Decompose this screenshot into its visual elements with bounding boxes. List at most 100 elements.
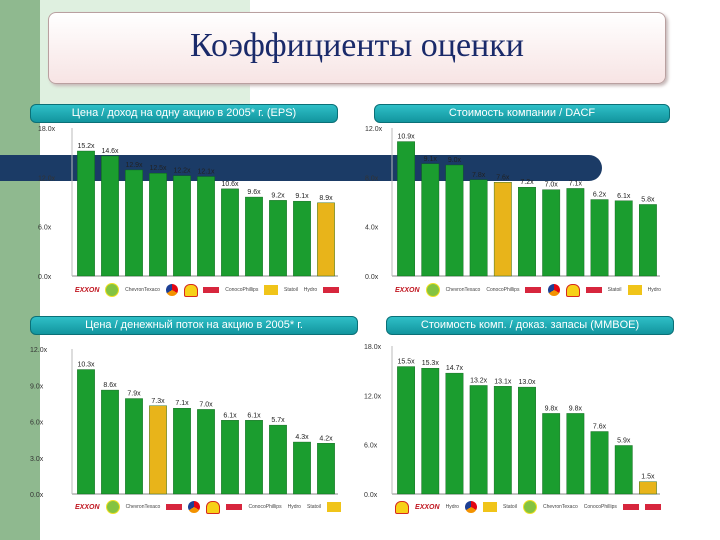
- bar-value-label: 1.5x: [641, 474, 655, 481]
- bar: [77, 150, 95, 277]
- bar-value-label: 7.1x: [569, 180, 583, 187]
- logo-eni: Eni: [264, 285, 279, 295]
- bar-value-label: 5.8x: [641, 196, 655, 203]
- left-decor-strip: [0, 0, 40, 540]
- logo-total: total: [188, 501, 201, 513]
- bar: [317, 202, 335, 277]
- bar: [639, 481, 657, 495]
- logo-repsol: Repsol: [226, 504, 243, 510]
- logo-bp: bp: [105, 283, 120, 297]
- bar: [101, 155, 119, 277]
- bar-value-label: 9.8x: [569, 405, 583, 412]
- bar-value-label: 6.1x: [617, 193, 631, 200]
- bar-value-label: 9.6x: [247, 189, 261, 196]
- logo-total: total: [464, 501, 477, 513]
- logo-hydro: Hydro: [445, 504, 459, 510]
- bar: [469, 385, 488, 495]
- bar-value-label: 5.9x: [617, 437, 631, 444]
- bar: [149, 405, 167, 495]
- logo-hydro: Hydro: [287, 504, 301, 510]
- bar: [149, 173, 167, 277]
- logo-eni: Eni: [483, 502, 497, 512]
- logo-bp: bp: [522, 500, 537, 514]
- bar-value-label: 12.9x: [125, 162, 143, 169]
- bar-value-label: 12.5x: [149, 165, 167, 172]
- logos-reserves: Shell EXXON Hydro total Eni Statoil bp ChevronT…: [392, 496, 664, 518]
- y-tick-label: 0.0x: [38, 274, 52, 281]
- logos-eps: EXXON bp ChevronTexaco total Shell Repsol Cono…: [72, 279, 342, 301]
- bar: [269, 424, 287, 495]
- bar: [566, 413, 585, 495]
- logo-bg: BG: [166, 504, 183, 510]
- bar-value-label: 8.9x: [319, 195, 333, 202]
- logo-shell: Shell: [565, 283, 580, 297]
- bar: [245, 196, 263, 277]
- bar-value-label: 7.8x: [472, 172, 486, 179]
- logo-shell: Shell: [395, 500, 410, 514]
- logo-bg: BG: [644, 504, 661, 510]
- bar: [125, 169, 143, 277]
- y-tick-label: 8.0x: [365, 175, 379, 182]
- chart-header-dacf: Стоимость компании / DACF: [374, 104, 670, 123]
- logo-shell: Shell: [206, 500, 221, 514]
- y-tick-label: 18.0x: [364, 344, 382, 351]
- bar: [421, 368, 440, 495]
- logo-total: total: [165, 284, 178, 296]
- bar-value-label: 10.9x: [398, 134, 416, 141]
- bar-value-label: 10.3x: [77, 362, 95, 369]
- bar-value-label: 15.5x: [398, 359, 416, 366]
- y-tick-label: 0.0x: [30, 492, 44, 499]
- bar-value-label: 6.2x: [593, 192, 607, 199]
- logo-hydro: Hydro: [647, 287, 661, 293]
- bar-value-label: 6.1x: [223, 412, 237, 419]
- bar-value-label: 9.0x: [448, 157, 462, 164]
- logo-exxon: EXXON: [74, 286, 100, 294]
- logo-chevrontexaco: ChevronTexaco: [445, 287, 481, 293]
- logo-eni: Eni: [627, 285, 642, 295]
- y-tick-label: 0.0x: [365, 274, 379, 281]
- logo-chevrontexaco: ChevronTexaco: [125, 287, 160, 293]
- y-tick-label: 0.0x: [364, 492, 378, 499]
- bar: [614, 445, 633, 495]
- y-tick-label: 12.0x: [38, 175, 56, 182]
- bar: [293, 200, 311, 277]
- bar-value-label: 4.2x: [319, 435, 333, 442]
- bar: [293, 441, 311, 495]
- bar-value-label: 7.3x: [151, 398, 165, 405]
- bar-value-label: 7.6x: [593, 424, 607, 431]
- bar: [445, 164, 464, 277]
- bar-value-label: 7.2x: [520, 179, 534, 186]
- bar: [542, 413, 561, 495]
- logo-conocophillips: ConocoPhillips: [248, 504, 282, 510]
- bar: [445, 372, 464, 495]
- y-tick-label: 4.0x: [365, 225, 379, 232]
- bar-value-label: 9.1x: [424, 156, 438, 163]
- logo-eni: Eni: [326, 502, 341, 512]
- bar-value-label: 7.0x: [545, 182, 559, 189]
- bar: [566, 188, 585, 277]
- logos-dacf: EXXON bp ChevronTexaco ConocoPhillips BG tota…: [392, 279, 664, 301]
- y-tick-label: 6.0x: [30, 420, 44, 427]
- bar: [614, 200, 633, 277]
- logo-conocophillips: ConocoPhillips: [486, 287, 520, 293]
- y-tick-label: 12.0x: [30, 347, 48, 354]
- bar: [173, 175, 191, 277]
- bar: [590, 199, 609, 277]
- bar-value-label: 13.2x: [470, 377, 488, 384]
- logo-bp: bp: [425, 283, 440, 297]
- bar: [269, 200, 287, 277]
- bar-value-label: 9.8x: [545, 405, 559, 412]
- bar-value-label: 9.1x: [295, 193, 309, 200]
- chart-header-cashflow: Цена / денежный поток на акцию в 2005* г…: [30, 316, 358, 335]
- logo-statoil: Statoil: [607, 287, 622, 293]
- logo-chevrontexaco: ChevronTexaco: [125, 504, 161, 510]
- y-tick-label: 6.0x: [364, 443, 378, 450]
- logo-chevrontexaco: ChevronTexaco: [543, 504, 578, 510]
- logo-exxon: EXXON: [75, 503, 100, 511]
- logo-bg: BG: [322, 287, 339, 293]
- logo-repsol: Repsol: [585, 287, 602, 293]
- bar-value-label: 14.7x: [446, 365, 464, 372]
